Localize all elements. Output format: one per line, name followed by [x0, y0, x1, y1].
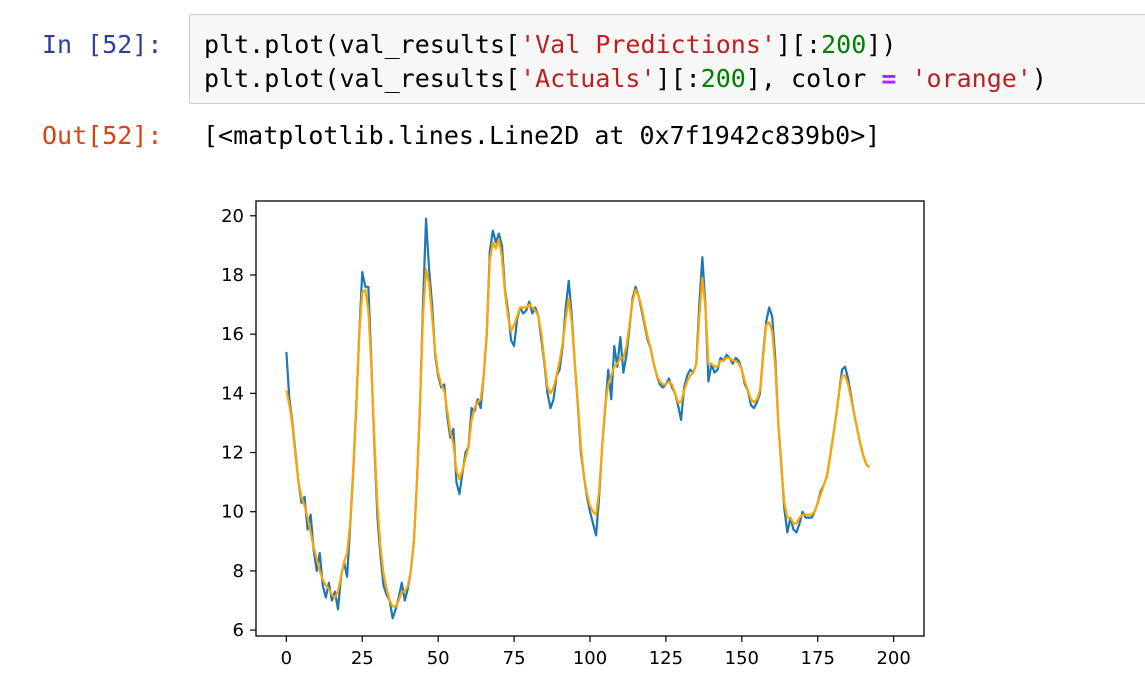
- x-tick-label: 50: [427, 648, 450, 669]
- code-token: 'orange': [911, 64, 1032, 93]
- output-prompt: Out[52]:: [42, 121, 163, 150]
- code-line: plt.plot(val_results['Actuals'][:200], c…: [204, 62, 1047, 96]
- code-token: 200: [700, 64, 746, 93]
- code-token: ): [1031, 64, 1047, 93]
- y-tick-label: 10: [221, 502, 244, 523]
- code-token: 200: [821, 30, 867, 59]
- y-tick-label: 18: [221, 265, 244, 286]
- input-prompt: In [52]:: [42, 30, 163, 59]
- x-tick-label: 75: [503, 648, 526, 669]
- y-tick-label: 6: [233, 620, 244, 641]
- x-tick-label: 200: [876, 648, 910, 669]
- y-tick-label: 12: [221, 443, 244, 464]
- series-line-actuals: [285, 238, 871, 608]
- code-token: =: [881, 64, 897, 93]
- code-token: plt.plot(val_results[: [204, 30, 521, 59]
- code-input-area[interactable]: plt.plot(val_results['Val Predictions'][…: [189, 14, 1145, 104]
- code-token: 'Val Predictions': [520, 30, 776, 59]
- code-token: ]): [866, 30, 897, 59]
- code-line: plt.plot(val_results['Val Predictions'][…: [204, 28, 896, 62]
- y-tick-label: 8: [233, 561, 244, 582]
- x-tick-label: 100: [573, 648, 607, 669]
- x-tick-label: 175: [801, 648, 835, 669]
- code-token: ], color: [745, 64, 882, 93]
- y-tick-label: 20: [221, 206, 244, 227]
- x-tick-label: 25: [351, 648, 374, 669]
- code-token: plt.plot(val_results[: [204, 64, 521, 93]
- x-tick-label: 150: [725, 648, 759, 669]
- code-token: ][:: [655, 64, 701, 93]
- y-tick-label: 16: [221, 324, 244, 345]
- x-tick-label: 125: [649, 648, 683, 669]
- code-token: 'Actuals': [520, 64, 656, 93]
- output-text: [<matplotlib.lines.Line2D at 0x7f1942c83…: [203, 121, 881, 150]
- y-tick-label: 14: [221, 383, 244, 404]
- x-tick-label: 0: [281, 648, 292, 669]
- code-token: ][:: [775, 30, 822, 59]
